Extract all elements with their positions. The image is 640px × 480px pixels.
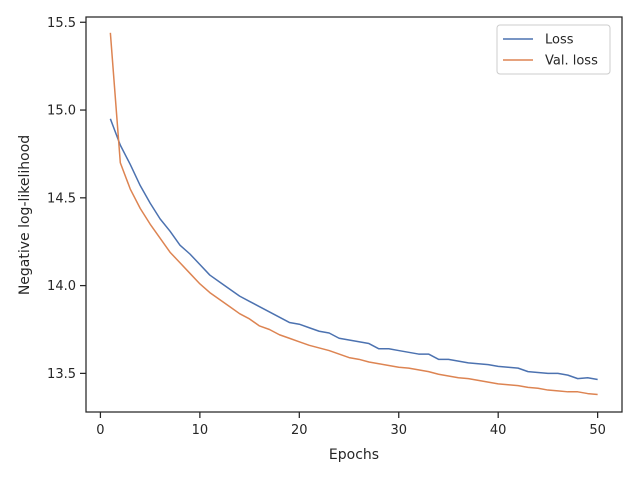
x-axis-ticks: 0 10 20 30 40 50 [96,412,606,438]
series-line-loss [109,118,598,381]
legend: Loss Val. loss [496,24,611,75]
legend-label: Loss [545,33,574,48]
series-lines [109,32,598,396]
legend-box [496,24,611,75]
x-tick-label: 30 [390,423,407,438]
x-tick-label: 20 [291,423,308,438]
y-tick-label: 13.5 [47,367,76,382]
y-tick-label: 14.0 [47,279,76,294]
y-axis-ticks: 13.5 14.0 14.5 15.0 15.5 [47,16,86,382]
y-tick-label: 14.5 [47,191,76,206]
y-axis-label: Negative log-likelihood [17,135,33,295]
x-axis-label: Epochs [329,447,379,463]
series-line-val-loss [109,32,598,396]
legend-label: Val. loss [545,54,598,69]
x-tick-label: 40 [490,423,507,438]
y-tick-label: 15.5 [47,16,76,31]
x-tick-label: 50 [589,423,606,438]
plot-frame [85,16,623,413]
x-tick-label: 10 [192,423,209,438]
x-tick-label: 0 [96,423,104,438]
y-tick-label: 15.0 [47,104,76,119]
